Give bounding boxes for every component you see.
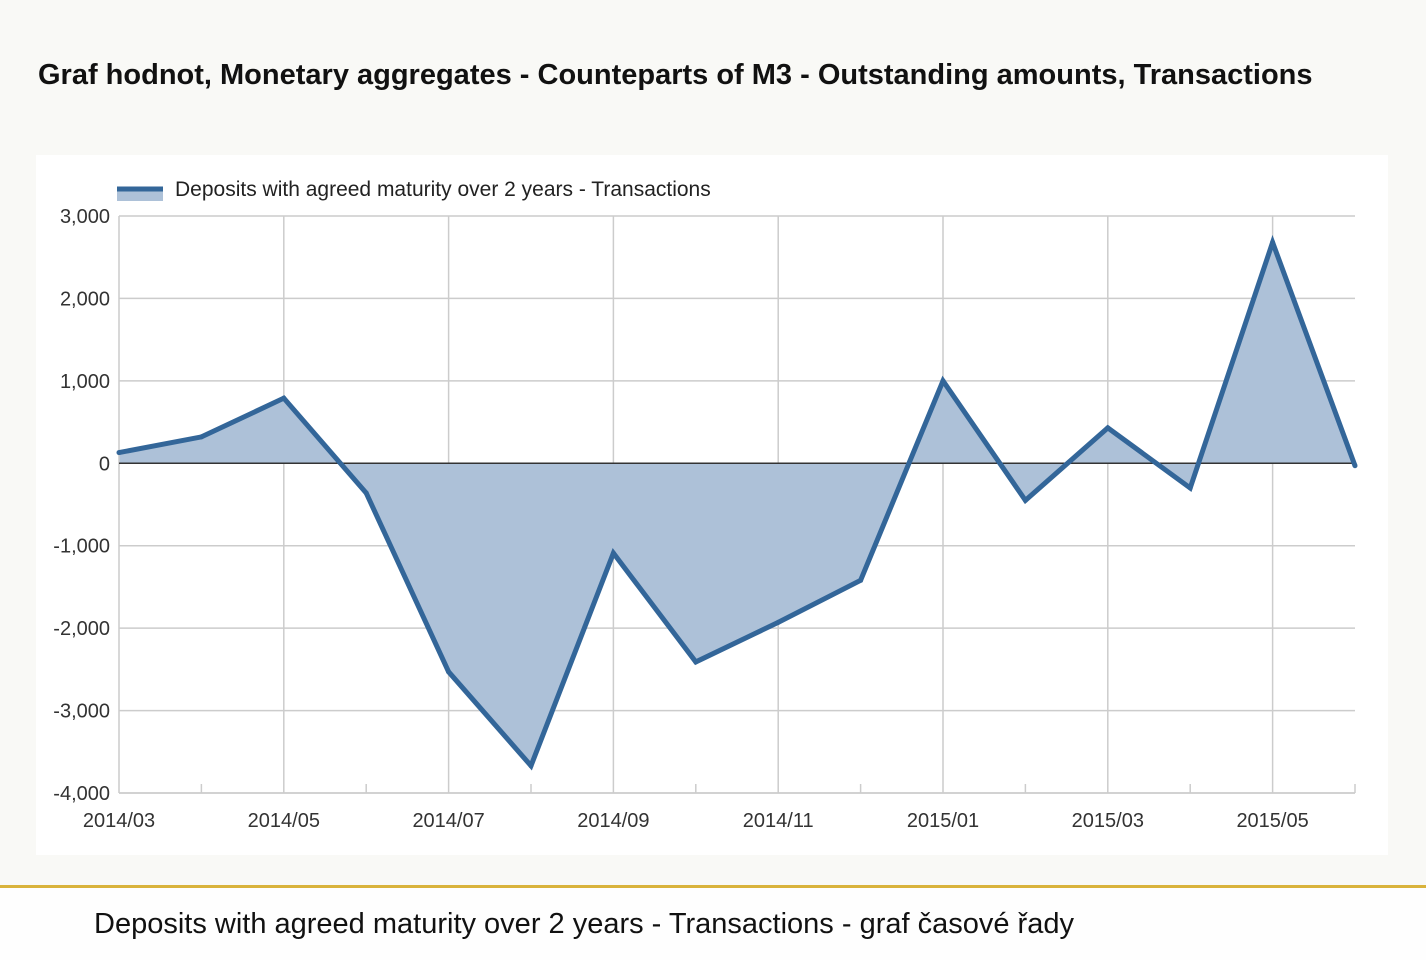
axis-layer [118, 216, 1355, 794]
data-point [940, 378, 946, 384]
caption-bar [0, 888, 1426, 960]
y-tick-label: -2,000 [53, 618, 110, 640]
y-tick-label: -4,000 [53, 783, 110, 805]
data-point [1022, 497, 1028, 503]
data-point [1270, 239, 1276, 245]
legend-swatch-area [117, 189, 163, 201]
data-point [446, 669, 452, 675]
data-point [775, 619, 781, 625]
data-point [610, 550, 616, 556]
y-tick-label: 3,000 [60, 206, 110, 228]
time-series-chart: 3,000 2,000 1,000 0 -1,000 -2,000 -3,000 -4,000… [53, 178, 1358, 832]
y-tick-label: 1,000 [60, 371, 110, 393]
x-tick-label: 2014/11 [743, 810, 814, 832]
label-layer: 3,000 2,000 1,000 0 -1,000 -2,000 -3,000 -4,000… [53, 206, 1308, 832]
data-point [858, 577, 864, 583]
series-line [118, 234, 1358, 771]
data-point [1105, 425, 1111, 431]
chart-panel: 3,000 2,000 1,000 0 -1,000 -2,000 -3,000 -4,000… [36, 155, 1388, 855]
data-point [528, 763, 534, 769]
page-title: Graf hodnot, Monetary aggregates - Count… [38, 59, 1313, 91]
x-tick-label: 2014/07 [412, 810, 484, 832]
divider [0, 885, 1426, 888]
y-tick-label: 0 [99, 453, 110, 475]
x-tick-label: 2015/03 [1072, 810, 1144, 832]
data-point [198, 434, 204, 440]
legend-label: Deposits with agreed maturity over 2 yea… [175, 178, 711, 201]
x-tick-label: 2014/05 [248, 810, 320, 832]
data-point [116, 450, 122, 456]
x-tick-label: 2015/01 [907, 810, 979, 832]
x-tick-label: 2015/05 [1236, 810, 1308, 832]
line-layer [116, 234, 1358, 771]
area-layer [119, 242, 1355, 766]
data-point [693, 659, 699, 665]
series-area [119, 242, 1355, 766]
y-tick-label: -3,000 [53, 701, 110, 723]
chart-caption: Deposits with agreed maturity over 2 yea… [94, 908, 1074, 940]
data-point [1352, 463, 1358, 469]
data-point [281, 395, 287, 401]
legend: Deposits with agreed maturity over 2 yea… [117, 178, 711, 201]
x-tick-label: 2014/03 [83, 810, 155, 832]
y-tick-label: -1,000 [53, 536, 110, 558]
data-point [363, 490, 369, 496]
x-tick-label: 2014/09 [577, 810, 649, 832]
y-tick-label: 2,000 [60, 288, 110, 310]
data-point [1187, 485, 1193, 491]
